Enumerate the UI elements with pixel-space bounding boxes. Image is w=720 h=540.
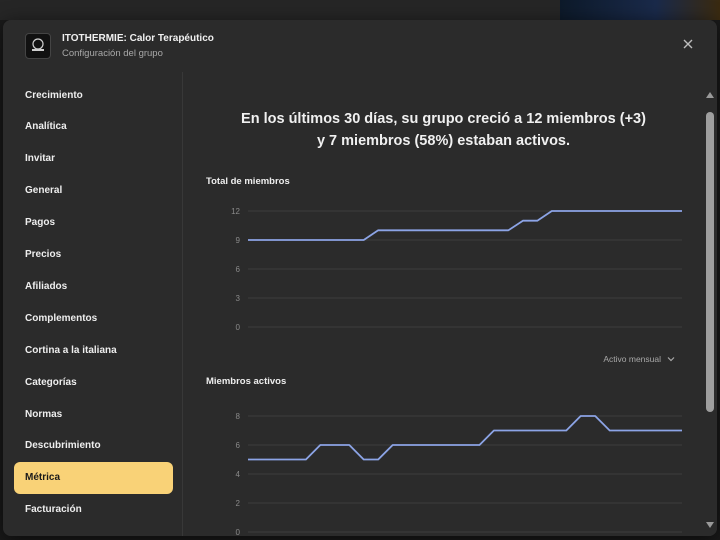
sidebar-item-facturacion[interactable]: Facturación bbox=[25, 504, 82, 516]
scrollbar-thumb[interactable] bbox=[706, 112, 714, 412]
y-tick-label: 4 bbox=[236, 470, 241, 479]
y-tick-label: 9 bbox=[236, 236, 241, 245]
background-top-bar bbox=[0, 0, 720, 20]
y-tick-label: 2 bbox=[236, 499, 241, 508]
y-tick-label: 8 bbox=[236, 412, 241, 421]
y-tick-label: 6 bbox=[236, 441, 241, 450]
period-dropdown-label: Activo mensual bbox=[603, 354, 661, 364]
sidebar-item-metrica[interactable]: Métrica bbox=[14, 461, 173, 494]
x-tick-label: Feb 08 bbox=[409, 337, 434, 338]
scroll-down-arrow-icon[interactable] bbox=[706, 522, 714, 528]
group-logo bbox=[25, 33, 51, 59]
total-members-chart-title: Total de miembros bbox=[206, 176, 290, 187]
summary-line-1: En los últimos 30 días, su grupo creció … bbox=[241, 111, 646, 127]
group-name: ITOTHERMIE: Calor Terapéutico bbox=[62, 33, 214, 44]
x-tick-label: Feb 26 bbox=[657, 337, 682, 338]
sidebar-item-normas[interactable]: Normas bbox=[25, 408, 63, 420]
y-tick-label: 6 bbox=[236, 265, 241, 274]
x-tick-label: Feb 02 bbox=[322, 337, 347, 338]
sidebar-item-invitar[interactable]: Invitar bbox=[25, 153, 56, 165]
x-tick-label: Feb 20 bbox=[583, 337, 608, 338]
series-line bbox=[248, 415, 682, 461]
group-logo-icon bbox=[32, 38, 44, 51]
settings-sidebar: Crecimiento Analítica Invitar General Pagos P… bbox=[3, 72, 183, 536]
group-settings-modal: ITOTHERMIE: Calor Terapéutico Configurac… bbox=[3, 20, 717, 536]
active-members-chart-title: Miembros activos bbox=[206, 376, 287, 387]
background-banner bbox=[560, 0, 720, 20]
active-members-chart: 02468Feb 02Feb 08Feb 14Feb 20Feb 26 bbox=[236, 412, 682, 536]
total-members-chart: 0 3 6 9 12 Feb 02 Feb 08 Feb 14 Feb 20 Feb 26 bbox=[231, 207, 682, 338]
sidebar-item-afiliados[interactable]: Afiliados bbox=[25, 280, 68, 292]
y-tick-label: 0 bbox=[236, 323, 241, 332]
sidebar-item-descubrimiento[interactable]: Descubrimiento bbox=[25, 440, 101, 452]
y-tick-label: 12 bbox=[231, 207, 240, 216]
metrics-content: En los últimos 30 días, su grupo creció … bbox=[184, 72, 717, 536]
period-dropdown[interactable]: Activo mensual bbox=[603, 354, 675, 364]
sidebar-item-categorias[interactable]: Categorías bbox=[25, 376, 77, 388]
sidebar-item-precios[interactable]: Precios bbox=[25, 249, 62, 260]
sidebar-item-general[interactable]: General bbox=[25, 185, 63, 197]
y-tick-label: 0 bbox=[236, 528, 241, 536]
sidebar-item-analitica[interactable]: Analítica bbox=[25, 121, 67, 133]
sidebar-item-complementos[interactable]: Complementos bbox=[25, 312, 98, 324]
sidebar-item-pagos[interactable]: Pagos bbox=[25, 217, 56, 229]
chevron-down-icon bbox=[667, 357, 675, 362]
modal-subtitle: Configuración del grupo bbox=[62, 48, 163, 59]
content-scrollbar[interactable] bbox=[703, 72, 717, 536]
close-icon bbox=[683, 39, 693, 49]
metrics-summary: En los últimos 30 días, su grupo creció … bbox=[184, 108, 703, 152]
x-tick-label: Feb 14 bbox=[496, 337, 521, 338]
series-line bbox=[248, 210, 682, 241]
close-button[interactable] bbox=[681, 37, 695, 51]
modal-header: ITOTHERMIE: Calor Terapéutico Configurac… bbox=[3, 20, 717, 70]
scroll-up-arrow-icon[interactable] bbox=[706, 92, 714, 98]
summary-line-2: y 7 miembros (58%) estaban activos. bbox=[316, 133, 571, 149]
y-tick-label: 3 bbox=[236, 294, 241, 303]
sidebar-item-crecimiento[interactable]: Crecimiento bbox=[25, 89, 83, 101]
sidebar-item-cortina-a-la-italiana[interactable]: Cortina a la italiana bbox=[25, 344, 117, 356]
